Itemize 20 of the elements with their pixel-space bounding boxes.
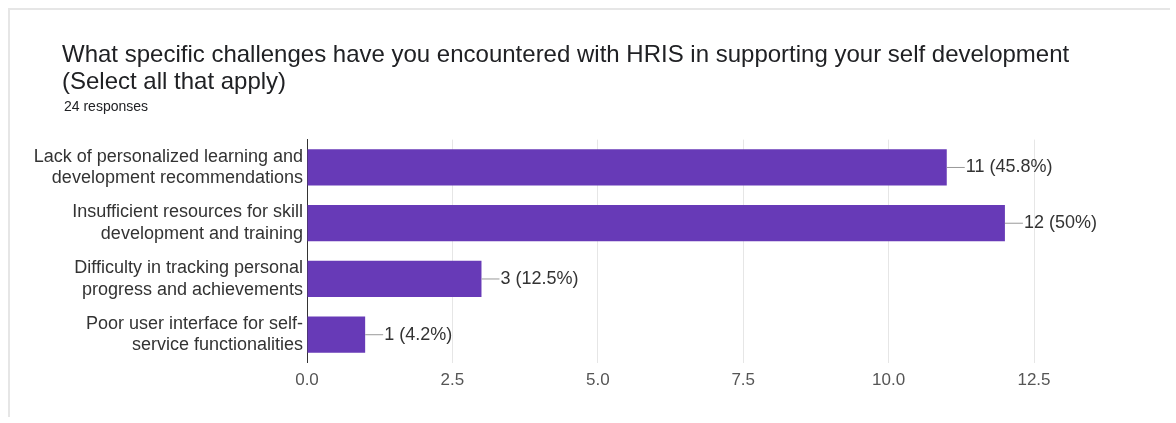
data-label: 1 (4.2%) xyxy=(384,323,453,344)
bar xyxy=(307,205,1005,242)
bar xyxy=(307,260,482,298)
text: 24 responses xyxy=(64,98,149,114)
x-tick-label: 10.0 xyxy=(872,370,906,390)
y-tick-label: Poor user interface for self-service functionalities xyxy=(85,312,303,355)
data-label: 11 (45.8%) xyxy=(965,156,1053,177)
chart-title: What specific challenges have you encountered with HRIS in supporting your self development (Select all that apply) xyxy=(62,40,1071,94)
data-label: 12 (50%) xyxy=(1023,212,1097,233)
y-tick-label: Difficulty in tracking personal progress and achievements xyxy=(74,257,303,299)
y-tick-label: Lack of personalized learning and development recommendations xyxy=(33,145,303,188)
data-label: 3 (12.5%) xyxy=(500,267,579,288)
bar xyxy=(307,316,366,353)
bar xyxy=(307,149,947,186)
x-tick-label: 12.5 xyxy=(1017,370,1051,390)
x-tick-label: 7.5 xyxy=(731,370,756,390)
y-tick-label: Insufficient resources for skill development and training xyxy=(72,201,303,243)
x-tick-label: 2.5 xyxy=(440,370,465,390)
x-tick-label: 5.0 xyxy=(585,370,610,390)
x-tick-label: 0.0 xyxy=(295,370,319,390)
